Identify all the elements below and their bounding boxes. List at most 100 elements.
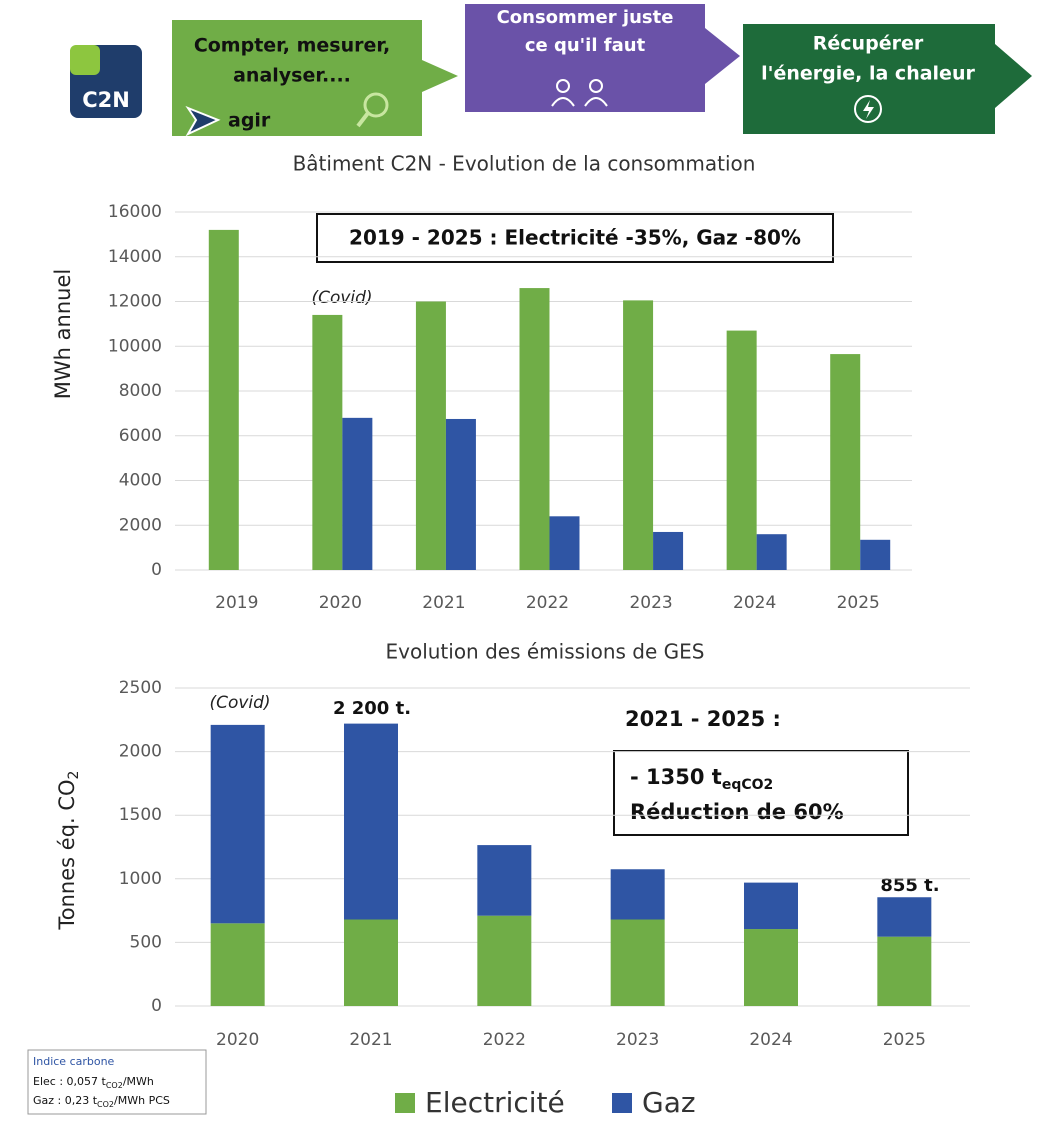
x-tick-label: 2025 [883, 1030, 926, 1050]
people-icon [551, 79, 608, 107]
banner-2 [465, 4, 740, 112]
y-axis-label: Tonnes éq. CO2 [55, 771, 82, 931]
y-tick-label: 0 [151, 560, 162, 580]
bar-segment [477, 915, 532, 1006]
annotation: - 1350 teqCO2 [630, 765, 773, 793]
annotation-box [613, 750, 909, 836]
energy-icon [854, 95, 882, 123]
bar [726, 330, 757, 570]
x-tick-label: 2024 [733, 593, 776, 613]
x-tick-label: 2024 [749, 1030, 792, 1050]
chart-title: Evolution des émissions de GES [385, 640, 704, 664]
x-tick-label: 2021 [422, 593, 465, 613]
bar-segment [744, 929, 798, 1006]
bar [830, 354, 861, 570]
chart-title: Bâtiment C2N - Evolution de la consommat… [293, 152, 756, 176]
banner-3 [743, 24, 1032, 134]
annotation-box [316, 213, 834, 263]
x-tick-label: 2023 [616, 1030, 659, 1050]
legend-swatch [395, 1093, 415, 1113]
y-axis-label: MWh annuel [51, 269, 75, 399]
bar-segment [477, 845, 532, 916]
annotation: Réduction de 60% [630, 800, 844, 824]
magnifier-icon [363, 92, 389, 118]
bar-segment [877, 936, 932, 1006]
y-tick-label: 12000 [108, 292, 162, 312]
logo-accent [70, 45, 100, 75]
annotation: 2019 - 2025 : Electricité -35%, Gaz -80% [349, 226, 801, 250]
y-tick-label: 500 [130, 932, 162, 952]
magnifier-icon [356, 111, 370, 128]
bar-segment [877, 897, 932, 937]
footnote-text: Gaz : 0,23 t [33, 1094, 98, 1107]
footnote-title: Indice carbone [33, 1055, 115, 1068]
bar [623, 300, 654, 570]
bar [445, 418, 476, 570]
y-tick-label: 1500 [119, 805, 162, 825]
bar [342, 417, 373, 570]
banner-text: Compter, mesurer, [194, 35, 390, 57]
y-tick-label: 6000 [119, 426, 162, 446]
bar-segment [210, 724, 265, 924]
banner-text: ce qu'il faut [525, 35, 646, 56]
y-tick-label: 2500 [119, 678, 162, 698]
arrow-icon [185, 105, 221, 137]
y-tick-label: 14000 [108, 247, 162, 267]
y-axis-label-text: Tonnes éq. CO [55, 779, 79, 930]
x-tick-label: 2025 [837, 593, 880, 613]
bar-segment [610, 919, 665, 1006]
banner-text: analyser.... [233, 65, 351, 87]
y-tick-label: 4000 [119, 471, 162, 491]
bar [208, 229, 239, 570]
legend-swatch [612, 1093, 632, 1113]
x-tick-label: 2020 [216, 1030, 259, 1050]
bar [549, 516, 580, 570]
bar-segment [344, 919, 398, 1006]
footnote-unit: /MWh [123, 1075, 154, 1088]
x-tick-label: 2020 [319, 593, 362, 613]
footnote-sub: CO2 [106, 1081, 123, 1090]
bar [756, 534, 787, 570]
banner-text: Récupérer [813, 33, 924, 55]
bar [519, 288, 550, 570]
bar [312, 314, 343, 570]
annotation-text: - 1350 t [630, 765, 722, 789]
y-tick-label: 8000 [119, 381, 162, 401]
bar-segment [344, 723, 398, 920]
footnote-text: Elec : 0,057 t [33, 1075, 107, 1088]
x-tick-label: 2021 [349, 1030, 392, 1050]
bar [860, 539, 891, 570]
x-tick-label: 2019 [215, 593, 258, 613]
x-tick-label: 2022 [483, 1030, 526, 1050]
footnote-line: Elec : 0,057 tCO2/MWh [33, 1075, 154, 1090]
footnote-unit: /MWh PCS [114, 1094, 170, 1107]
annotation: (Covid) [311, 288, 372, 308]
banner-text: agir [228, 110, 271, 132]
bar-segment [610, 869, 665, 920]
annotation: 855 t. [880, 875, 939, 896]
banner-text: Consommer juste [497, 7, 674, 28]
x-tick-label: 2022 [526, 593, 569, 613]
footnote-sub: CO2 [97, 1100, 114, 1109]
bar-segment [744, 882, 798, 930]
y-tick-label: 2000 [119, 515, 162, 535]
y-tick-label: 16000 [108, 202, 162, 222]
bar-segment [210, 923, 265, 1006]
y-tick-label: 10000 [108, 336, 162, 356]
logo-text: C2N [82, 88, 130, 112]
annotation: 2 200 t. [333, 698, 411, 719]
bar [415, 301, 446, 570]
y-axis-label-sub: 2 [66, 771, 82, 780]
legend-label: Gaz [642, 1086, 696, 1119]
x-tick-label: 2023 [629, 593, 672, 613]
annotation-sub: eqCO2 [722, 777, 773, 793]
annotation: (Covid) [209, 693, 270, 713]
annotation: 2021 - 2025 : [625, 707, 781, 731]
footnote-line: Gaz : 0,23 tCO2/MWh PCS [33, 1094, 170, 1109]
y-tick-label: 0 [151, 996, 162, 1016]
footnote-box [27, 1049, 207, 1115]
legend-label: Electricité [425, 1086, 565, 1119]
y-tick-label: 2000 [119, 742, 162, 762]
bar [653, 531, 684, 570]
